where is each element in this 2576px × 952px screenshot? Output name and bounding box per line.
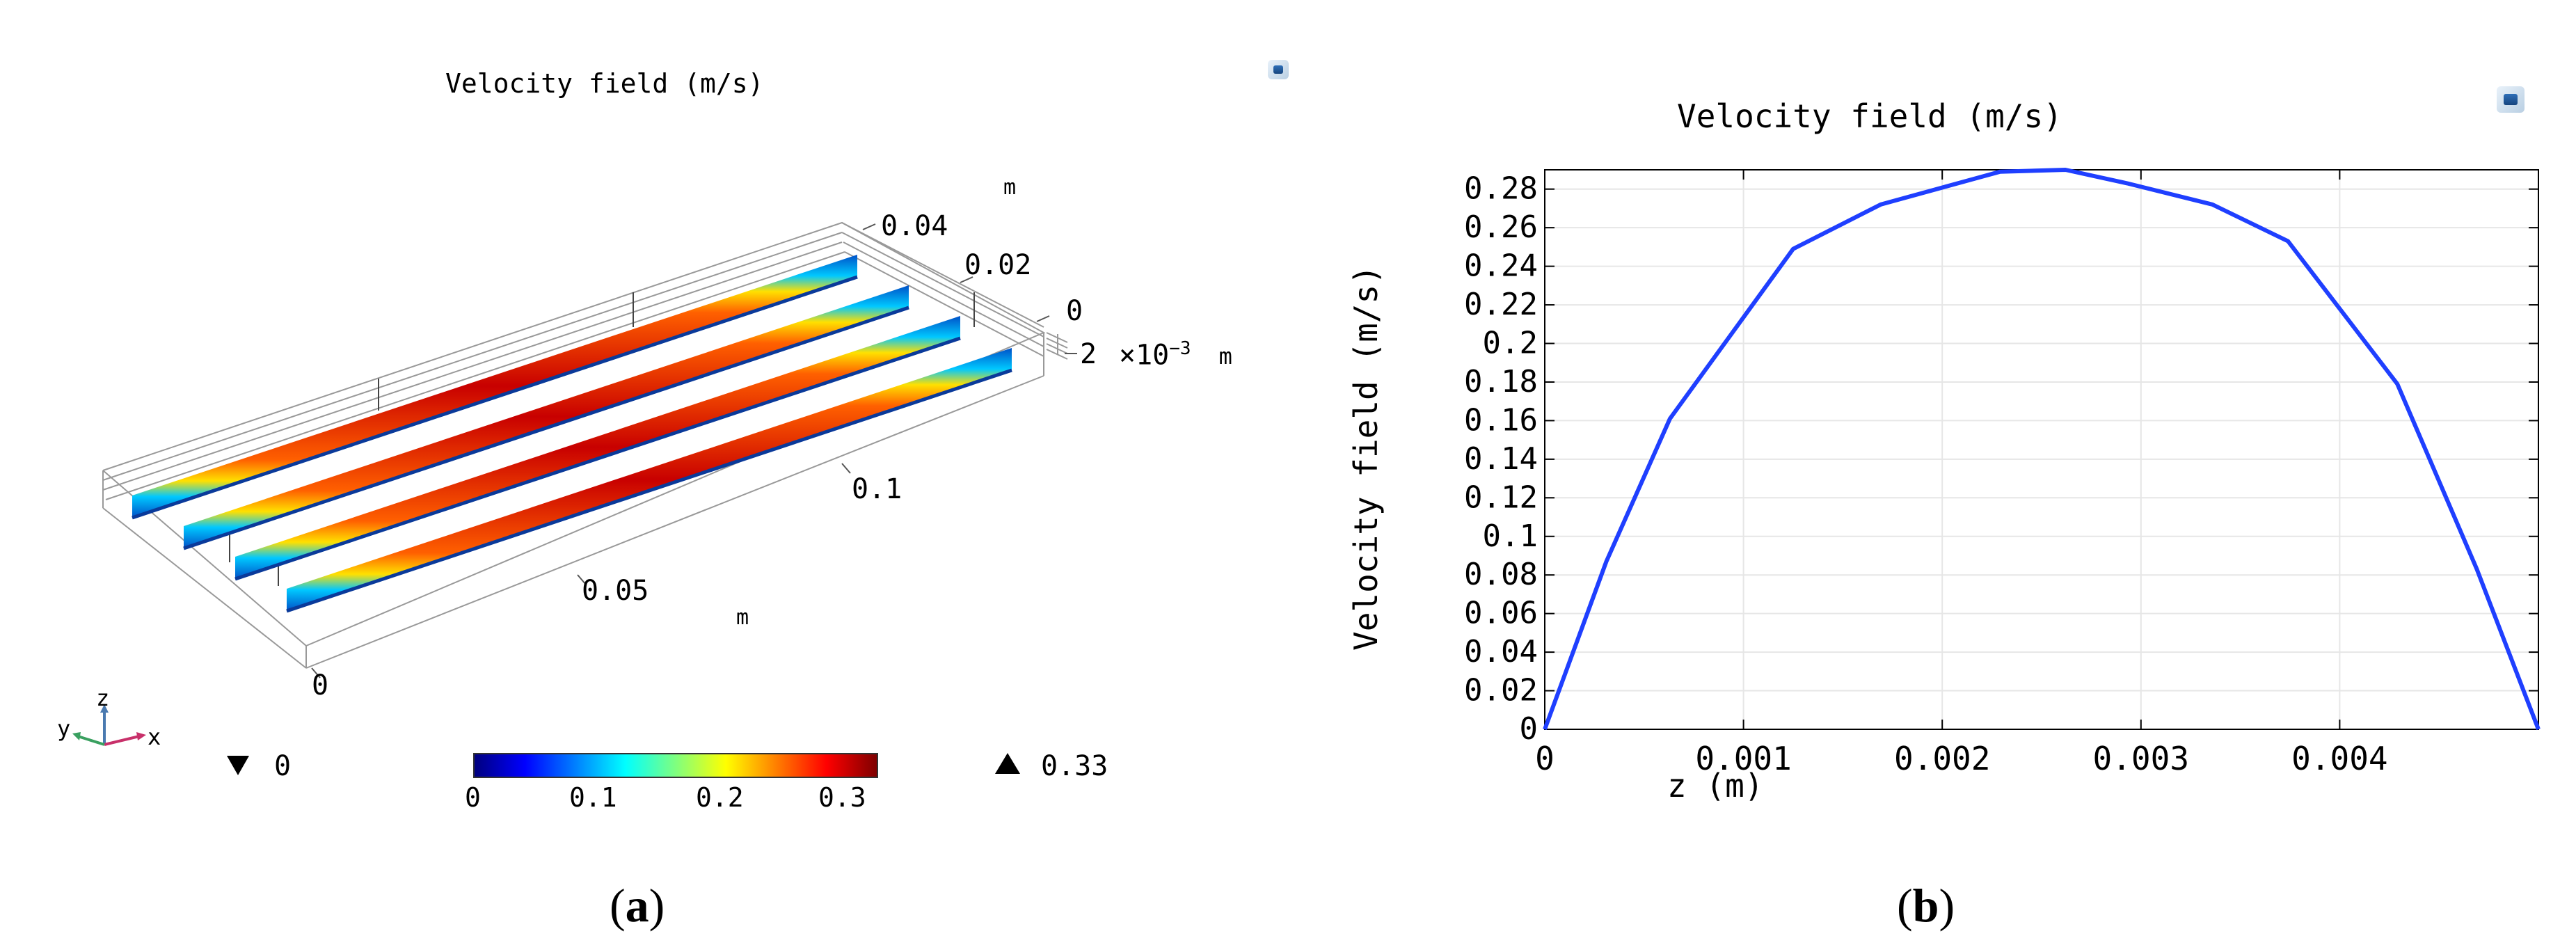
x-tick-label-0: 0 [1535, 740, 1555, 777]
colorbar-tick-0.3: 0.3 [818, 782, 866, 813]
y-tick-label-8: 0.16 [1464, 402, 1538, 438]
colorbar-max-label: 0.33 [1041, 750, 1108, 782]
axis-z-tick: 2 [1080, 338, 1097, 370]
panel-a: Velocity field (m/s) [0, 0, 1289, 952]
y-tick-label-2: 0.04 [1464, 634, 1538, 669]
3d-geometry-view [102, 221, 1077, 679]
axis-tick-0.05: 0.05 [582, 575, 649, 607]
axis-tick-0.02: 0.02 [964, 249, 1032, 281]
colorbar [473, 753, 878, 778]
y-tick-label-9: 0.18 [1464, 364, 1538, 399]
channel-1 [132, 255, 858, 520]
x-tick-label-2: 0.002 [1894, 740, 1990, 777]
channel-4 [286, 348, 1012, 613]
z-unit-m: m [1218, 343, 1232, 370]
y-tick-label-7: 0.14 [1464, 441, 1538, 477]
axis-tick-0.04: 0.04 [881, 210, 948, 242]
colorbar-min-label: 0 [274, 750, 292, 782]
min-marker-icon [227, 756, 249, 775]
panel-a-title: Velocity field (m/s) [445, 68, 764, 99]
channel-3 [234, 316, 961, 581]
y-tick-label-5: 0.1 [1483, 518, 1538, 554]
caption-b: (b) [1897, 879, 1955, 932]
y-tick-label-3: 0.06 [1464, 596, 1538, 631]
triad-x-label: x [148, 724, 161, 750]
x-axis-label: z (m) [1667, 767, 1764, 804]
x-tick-label-3: 0.003 [2093, 740, 2189, 777]
z-unit-times: ×10 [1119, 339, 1170, 372]
y-tick-label-0: 0 [1520, 711, 1539, 747]
caption-a: (a) [610, 879, 665, 932]
colorbar-tick-0.1: 0.1 [569, 782, 617, 813]
chart-title: Velocity field (m/s) [1677, 97, 2062, 135]
snapshot-icon-b[interactable] [2497, 86, 2525, 113]
max-marker-icon [995, 753, 1020, 774]
caption-b-letter: b [1912, 879, 1939, 932]
axis-z-unit: ×10−3 m [1119, 338, 1232, 371]
axis-tick-0-right: 0 [1066, 295, 1083, 327]
snapshot-icon[interactable] [1268, 60, 1289, 79]
colorbar-tick-0: 0 [465, 782, 481, 813]
y-tick-label-12: 0.24 [1464, 248, 1538, 284]
x-tick-label-1: 0.001 [1695, 740, 1791, 777]
x-tick-label-4: 0.004 [2291, 740, 2387, 777]
series-line-0 [1543, 168, 2541, 731]
triad-z-label: z [96, 685, 110, 711]
panel-b: Velocity field (m/s) 0 0.02 0.04 0.06 0.08 0.… [1287, 0, 2576, 952]
y-tick-label-10: 0.2 [1483, 326, 1538, 361]
plot-frame [1544, 169, 2539, 730]
triad-y-label: y [57, 715, 71, 742]
geometry-frame [102, 221, 1068, 669]
y-tick-label-1: 0.02 [1464, 673, 1538, 708]
axis-unit-bottom: m [736, 605, 749, 630]
axis-tick-0-bottom: 0 [312, 669, 329, 701]
axis-triad [72, 704, 146, 746]
colorbar-tick-0.2: 0.2 [696, 782, 744, 813]
y-tick-label-11: 0.22 [1464, 287, 1538, 322]
caption-a-letter: a [625, 879, 649, 932]
z-unit-exponent: −3 [1169, 338, 1191, 359]
y-tick-label-4: 0.08 [1464, 557, 1538, 592]
y-tick-label-14: 0.28 [1464, 171, 1538, 207]
y-axis-label: Velocity field (m/s) [1347, 265, 1385, 651]
axis-tick-0.1: 0.1 [852, 473, 903, 505]
y-tick-label-6: 0.12 [1464, 479, 1538, 515]
y-tick-label-13: 0.26 [1464, 209, 1538, 245]
line-chart: 00.020.040.060.080.10.120.140.160.180.20… [1464, 168, 2541, 777]
axis-unit-top: m [1003, 175, 1017, 200]
channel-2 [183, 285, 909, 550]
